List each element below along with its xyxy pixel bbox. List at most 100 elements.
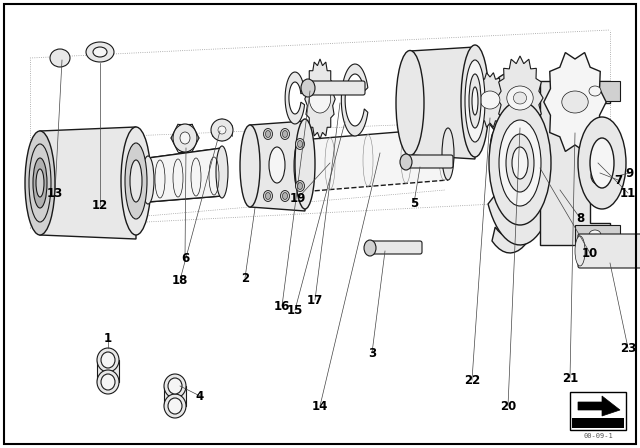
Ellipse shape [461,45,489,157]
Ellipse shape [490,131,500,171]
Ellipse shape [142,156,154,204]
Ellipse shape [294,140,306,192]
FancyBboxPatch shape [404,155,453,168]
Ellipse shape [121,127,151,235]
FancyBboxPatch shape [368,241,422,254]
Text: 13: 13 [47,186,63,199]
Ellipse shape [301,79,315,97]
Polygon shape [475,73,506,127]
Polygon shape [341,64,368,136]
Polygon shape [497,56,543,140]
Ellipse shape [25,131,55,235]
FancyBboxPatch shape [578,234,640,268]
Ellipse shape [33,158,47,208]
Text: 8: 8 [576,211,584,224]
Polygon shape [495,121,570,171]
Ellipse shape [489,101,551,225]
Ellipse shape [29,144,51,222]
Ellipse shape [578,117,626,209]
Ellipse shape [465,60,485,142]
Ellipse shape [442,128,454,180]
Ellipse shape [296,181,305,191]
Text: 18: 18 [172,273,188,287]
Ellipse shape [589,230,601,240]
Polygon shape [164,386,186,406]
Ellipse shape [480,91,500,109]
Ellipse shape [125,143,147,219]
FancyBboxPatch shape [572,418,624,428]
Ellipse shape [591,167,609,185]
Text: 20: 20 [500,400,516,413]
Text: 17: 17 [307,293,323,306]
Ellipse shape [590,138,614,188]
Ellipse shape [296,138,305,150]
Text: 21: 21 [562,371,578,384]
Ellipse shape [396,51,424,155]
Text: 7: 7 [614,173,622,186]
Text: 22: 22 [464,374,480,387]
Ellipse shape [168,398,182,414]
Text: 23: 23 [620,341,636,354]
FancyBboxPatch shape [570,392,626,430]
Text: 15: 15 [287,303,303,316]
Ellipse shape [298,182,303,190]
Ellipse shape [101,374,115,390]
Ellipse shape [469,74,481,128]
Ellipse shape [282,193,287,199]
Ellipse shape [269,147,285,183]
Text: 14: 14 [312,400,328,413]
Ellipse shape [364,240,376,256]
Text: 00-09-1: 00-09-1 [583,433,613,439]
Ellipse shape [499,120,541,206]
Polygon shape [575,81,620,101]
Polygon shape [97,360,119,382]
Ellipse shape [173,124,197,152]
Ellipse shape [589,86,601,96]
Ellipse shape [168,378,182,394]
FancyBboxPatch shape [306,81,365,95]
Ellipse shape [164,374,186,398]
Ellipse shape [266,130,271,138]
Text: 1: 1 [104,332,112,345]
Ellipse shape [264,129,273,139]
Ellipse shape [264,190,273,202]
Ellipse shape [36,169,44,197]
Ellipse shape [400,154,412,170]
Polygon shape [488,81,557,245]
Text: 5: 5 [410,197,418,210]
Text: 4: 4 [196,389,204,402]
Ellipse shape [211,119,233,141]
Ellipse shape [218,126,226,134]
Ellipse shape [93,47,107,57]
Ellipse shape [298,141,303,147]
Ellipse shape [512,147,528,179]
Text: 3: 3 [368,346,376,359]
Polygon shape [40,127,136,239]
Ellipse shape [506,134,534,192]
Ellipse shape [180,132,190,144]
Text: 6: 6 [181,251,189,264]
Ellipse shape [266,193,271,199]
Ellipse shape [280,190,289,202]
Ellipse shape [562,91,588,113]
Ellipse shape [50,49,70,67]
Ellipse shape [309,85,331,113]
Text: 16: 16 [274,300,290,313]
Text: 9: 9 [626,167,634,180]
Polygon shape [544,52,606,151]
Text: 12: 12 [92,198,108,211]
Ellipse shape [97,370,119,394]
Ellipse shape [216,146,228,198]
Polygon shape [575,225,620,245]
Text: 2: 2 [241,271,249,284]
Ellipse shape [513,92,527,104]
Ellipse shape [101,352,115,368]
Text: 19: 19 [290,191,306,204]
Ellipse shape [280,129,289,139]
Ellipse shape [164,394,186,418]
Polygon shape [285,72,305,124]
Ellipse shape [565,121,575,161]
Polygon shape [578,396,620,416]
Ellipse shape [97,348,119,372]
Polygon shape [148,148,222,202]
